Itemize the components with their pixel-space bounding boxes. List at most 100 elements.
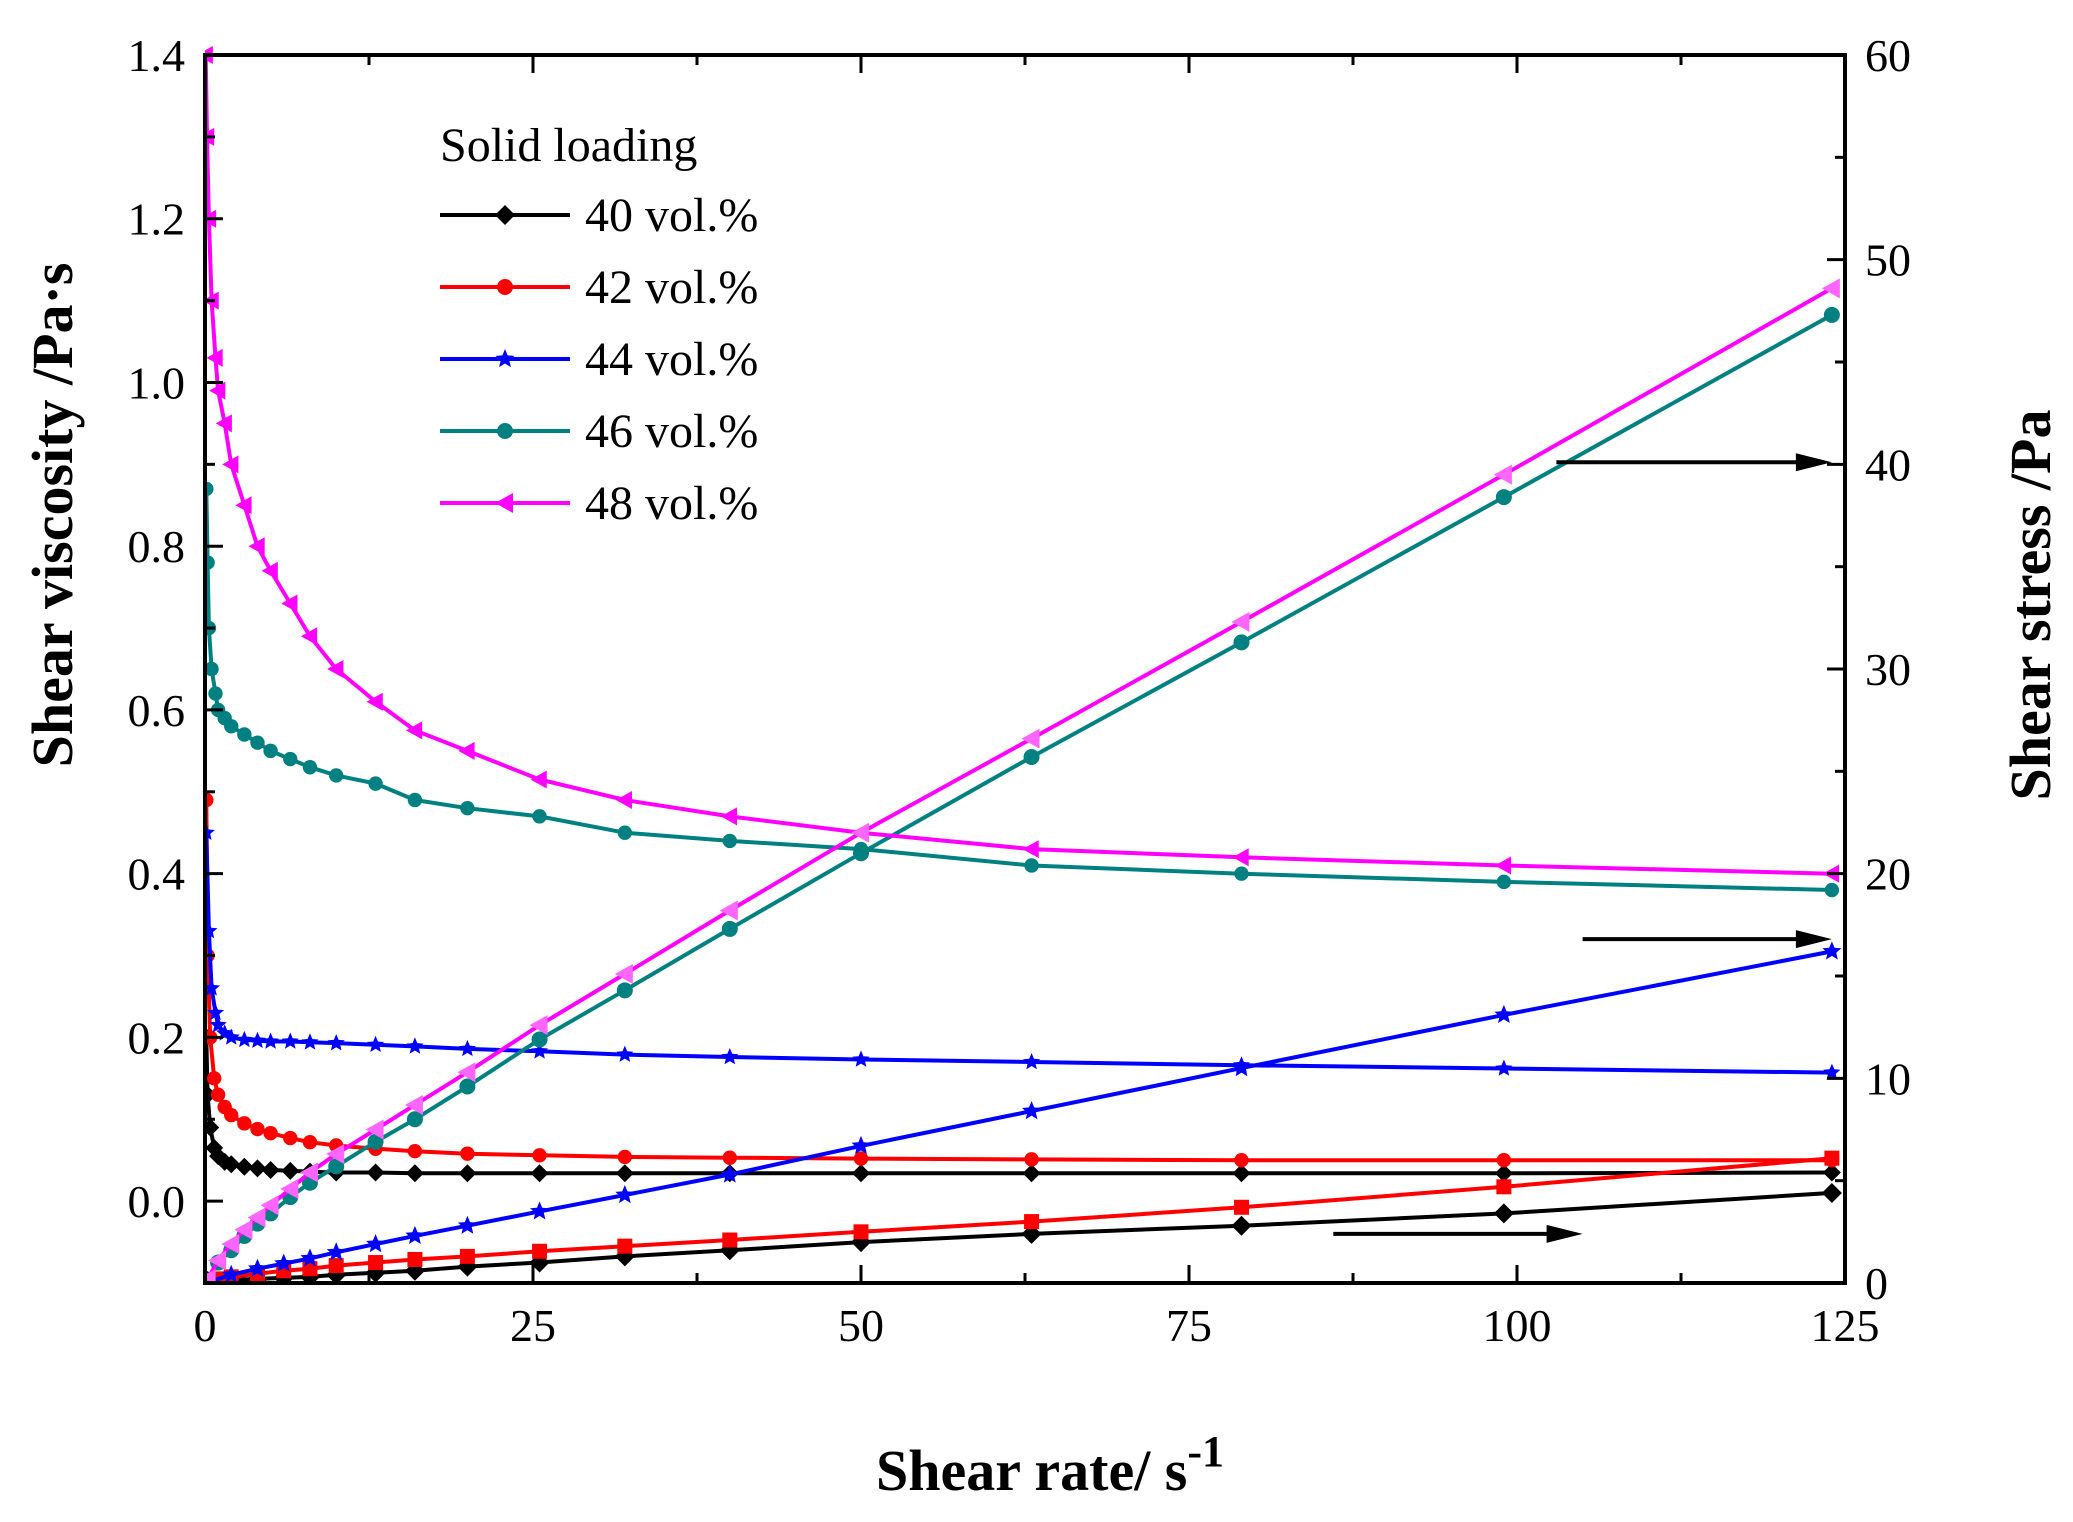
stress-point: [1821, 278, 1840, 299]
x-tick-label: 75: [1166, 1300, 1212, 1351]
viscosity-point: [722, 1150, 737, 1165]
viscosity-point: [261, 561, 278, 580]
viscosity-point: [617, 825, 633, 840]
stress-point: [616, 982, 633, 999]
legend-label: 48 vol.%: [585, 477, 758, 530]
stress-point: [457, 1215, 477, 1234]
viscosity-point: [1822, 1163, 1841, 1182]
x-tick-label: 25: [510, 1300, 556, 1351]
x-tick-label: 125: [1811, 1300, 1880, 1351]
stress-point: [615, 1185, 635, 1204]
stress-line: [207, 1156, 1833, 1283]
viscosity-point: [1494, 856, 1512, 875]
viscosity-point: [327, 660, 344, 678]
viscosity-point: [1496, 874, 1512, 890]
viscosity-point: [237, 1116, 252, 1131]
stress-point: [248, 1258, 267, 1277]
viscosity-point: [1495, 1059, 1513, 1076]
stress-point: [1495, 489, 1512, 506]
viscosity-point: [1232, 848, 1249, 867]
viscosity-point: [1024, 1152, 1039, 1167]
x-axis-title-superscript: -1: [1187, 1427, 1224, 1476]
viscosity-point: [368, 776, 383, 791]
y-axis-right-title: Shear stress /Pa: [1998, 410, 2063, 801]
stress-point: [368, 1255, 384, 1271]
stress-point: [1822, 941, 1842, 960]
viscosity-point: [248, 1031, 266, 1048]
stress-point: [1823, 306, 1840, 323]
stress-point: [302, 1261, 318, 1277]
viscosity-point: [235, 1030, 253, 1048]
viscosity-point: [281, 594, 298, 613]
viscosity-point: [205, 481, 214, 497]
viscosity-point: [366, 1163, 385, 1182]
series-48-vol: [205, 46, 1840, 1283]
stress-point: [617, 1238, 633, 1254]
viscosity-point: [1022, 1164, 1041, 1183]
viscosity-point: [302, 1134, 318, 1150]
arrow-annotation: [1556, 453, 1832, 472]
legend-marker: [497, 423, 513, 439]
stress-point: [1231, 611, 1250, 632]
stress-point: [406, 1111, 423, 1128]
arrow-annotation: [1333, 1224, 1583, 1243]
legend-marker: [497, 279, 513, 295]
stress-point: [1233, 634, 1250, 651]
stress-point: [405, 1225, 425, 1244]
viscosity-point: [208, 686, 223, 701]
stress-point: [1024, 1214, 1040, 1230]
stress-point: [1494, 1004, 1514, 1023]
viscosity-point: [205, 792, 214, 808]
stress-point: [208, 1250, 227, 1271]
legend-label: 44 vol.%: [585, 333, 758, 386]
stress-point: [328, 1158, 345, 1175]
viscosity-point: [237, 727, 252, 742]
stress-line: [205, 313, 1833, 1282]
viscosity-point: [281, 1161, 300, 1180]
stress-point: [221, 1234, 240, 1255]
viscosity-point: [235, 496, 252, 515]
viscosity-point: [407, 792, 423, 808]
stress-point: [721, 920, 738, 937]
stress-point: [1022, 1101, 1042, 1120]
stress-point: [407, 1251, 423, 1267]
viscosity-point: [248, 537, 265, 556]
stress-point: [614, 963, 633, 984]
viscosity-point: [1023, 1053, 1041, 1070]
viscosity-point: [460, 1146, 475, 1161]
x-tick-label: 50: [838, 1300, 884, 1351]
stress-point: [853, 845, 869, 862]
stress-point: [719, 900, 738, 921]
plot-frame: [203, 53, 1847, 1285]
viscosity-point: [615, 1164, 634, 1183]
viscosity-point: [206, 1071, 222, 1086]
stress-line: [207, 1190, 1833, 1283]
legend-title: Solid loading: [440, 119, 697, 172]
stress-point: [720, 1164, 740, 1183]
viscosity-point: [852, 1050, 870, 1067]
viscosity-point: [1234, 1153, 1249, 1168]
viscosity-point: [302, 760, 318, 775]
stress-point: [529, 1015, 548, 1036]
y-left-tick-label: 0.0: [128, 1176, 186, 1227]
arrow-head: [1795, 453, 1832, 472]
viscosity-point: [209, 1016, 227, 1033]
viscosity-point: [205, 922, 218, 939]
viscosity-point: [300, 627, 318, 646]
viscosity-point: [205, 661, 219, 677]
x-tick-label: 100: [1483, 1300, 1552, 1351]
ticks-layer: 0 25 50 75 100 125 0.0 0.2 0.4 0.6 0.8 1.0 1.2 1.4 0 10…: [128, 30, 1912, 1351]
stress-point: [459, 1078, 476, 1095]
stress-point: [1496, 1179, 1512, 1195]
viscosity-point: [853, 1151, 869, 1166]
legend-marker: [495, 205, 515, 225]
y-right-tick-label: 40: [1865, 439, 1911, 490]
stress-point: [1493, 1203, 1514, 1224]
stress-point: [367, 1133, 384, 1150]
viscosity-point: [248, 1159, 267, 1178]
viscosity-point: [281, 1032, 299, 1049]
viscosity-point: [530, 770, 547, 789]
viscosity-point: [263, 1125, 278, 1141]
y-left-tick-label: 0.8: [128, 521, 186, 572]
